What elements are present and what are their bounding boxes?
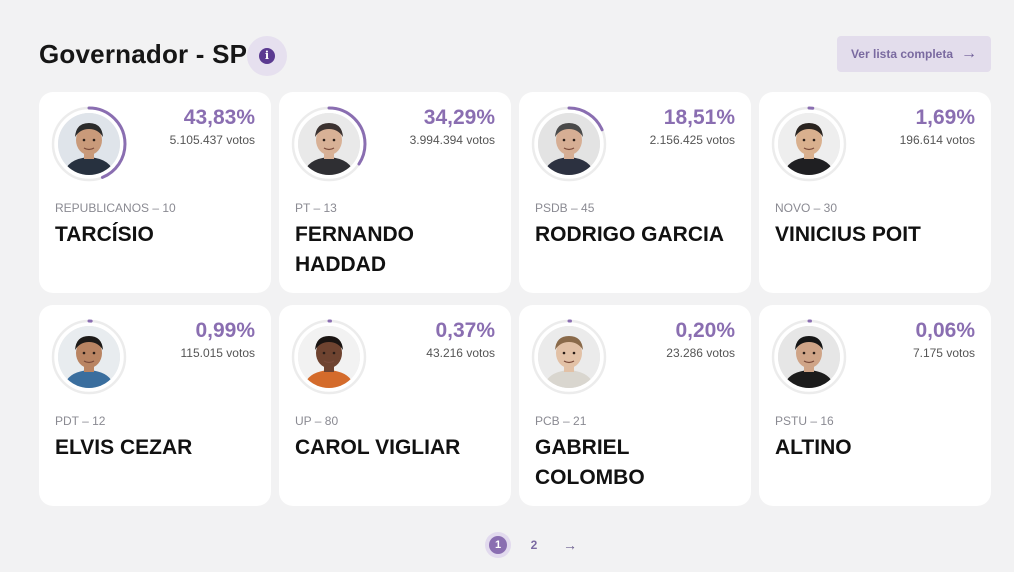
candidate-photo [538, 326, 600, 388]
candidate-card[interactable]: 34,29% 3.994.394 votos PT – 13 FERNANDO HAD… [279, 92, 511, 293]
candidate-avatar [771, 319, 847, 395]
party-label: PT – 13 [295, 201, 337, 215]
page-1-label: 1 [489, 536, 507, 554]
candidate-card[interactable]: 0,06% 7.175 votos PSTU – 16 ALTINO [759, 305, 991, 506]
candidate-card[interactable]: 0,20% 23.286 votos PCB – 21 GABRIEL COLOMBO [519, 305, 751, 506]
vote-count: 43.216 votos [426, 346, 495, 360]
candidate-avatar [771, 106, 847, 182]
vote-share-ring [51, 319, 127, 395]
party-label: UP – 80 [295, 414, 339, 428]
candidate-avatar [51, 319, 127, 395]
party-label: PSDB – 45 [535, 201, 595, 215]
next-page-button[interactable]: → [557, 532, 583, 558]
vote-count: 23.286 votos [666, 346, 735, 360]
vote-count: 5.105.437 votos [169, 133, 255, 147]
vote-count: 115.015 votos [180, 346, 255, 360]
candidate-grid: 43,83% 5.105.437 votos REPUBLICANOS – 10 TA… [39, 92, 991, 506]
vote-share-ring [771, 319, 847, 395]
party-label: PDT – 12 [55, 414, 106, 428]
vote-count: 3.994.394 votos [409, 133, 495, 147]
vote-percentage: 0,06% [915, 319, 975, 342]
party-label: NOVO – 30 [775, 201, 838, 215]
vote-percentage: 0,37% [435, 319, 495, 342]
candidate-avatar [51, 106, 127, 182]
candidate-photo [58, 326, 120, 388]
info-button[interactable]: i [247, 36, 287, 76]
info-icon: i [259, 48, 275, 64]
vote-share-ring [531, 106, 607, 182]
page-1-button[interactable]: 1 [485, 532, 511, 558]
ring-progress [531, 319, 607, 395]
candidate-name: ELVIS CEZAR [55, 436, 193, 459]
ring-progress [291, 319, 367, 395]
candidate-name: RODRIGO GARCIA [535, 223, 724, 246]
candidate-photo [298, 326, 360, 388]
party-label: PCB – 21 [535, 414, 587, 428]
page-title: Governador - SP [39, 39, 248, 69]
candidate-card[interactable]: 0,99% 115.015 votos PDT – 12 ELVIS CEZAR [39, 305, 271, 506]
ring-progress [771, 106, 847, 182]
party-label: REPUBLICANOS – 10 [55, 201, 176, 215]
page-header: Governador - SP i Ver lista completa → [39, 36, 991, 76]
candidate-name: ALTINO [775, 436, 852, 459]
candidate-card[interactable]: 18,51% 2.156.425 votos PSDB – 45 RODRIGO GA… [519, 92, 751, 293]
view-full-list-label: Ver lista completa [850, 47, 954, 61]
vote-share-ring [291, 319, 367, 395]
candidate-name: GABRIEL COLOMBO [535, 436, 645, 489]
vote-percentage: 43,83% [183, 106, 255, 129]
ring-progress [51, 319, 127, 395]
candidate-avatar [531, 319, 607, 395]
vote-count: 2.156.425 votos [649, 133, 735, 147]
vote-percentage: 18,51% [663, 106, 735, 129]
candidate-avatar [531, 106, 607, 182]
candidate-photo [538, 113, 600, 175]
arrow-right-icon: → [961, 45, 978, 62]
ring-progress [531, 106, 607, 182]
candidate-name: VINICIUS POIT [775, 223, 921, 246]
view-full-list-button[interactable]: Ver lista completa → [837, 36, 991, 72]
party-label: PSTU – 16 [775, 414, 834, 428]
arrow-right-icon: → [563, 537, 577, 553]
candidate-name: TARCÍSIO [55, 223, 154, 246]
page-2-button[interactable]: 2 [530, 538, 538, 552]
vote-share-ring [531, 319, 607, 395]
candidate-photo [778, 113, 840, 175]
vote-percentage: 0,20% [675, 319, 735, 342]
candidate-card[interactable]: 1,69% 196.614 votos NOVO – 30 VINICIUS POIT [759, 92, 991, 293]
candidate-photo [778, 326, 840, 388]
ring-progress [291, 106, 367, 182]
candidate-name: CAROL VIGLIAR [295, 436, 461, 459]
candidate-photo [58, 113, 120, 175]
candidate-avatar [291, 319, 367, 395]
candidate-card[interactable]: 0,37% 43.216 votos UP – 80 CAROL VIGLIAR [279, 305, 511, 506]
ring-progress [51, 106, 127, 182]
candidate-photo [298, 113, 360, 175]
vote-count: 196.614 votos [899, 133, 975, 147]
candidate-avatar [291, 106, 367, 182]
vote-percentage: 0,99% [195, 319, 255, 342]
vote-count: 7.175 votos [912, 346, 975, 360]
vote-share-ring [51, 106, 127, 182]
vote-share-ring [291, 106, 367, 182]
candidate-card[interactable]: 43,83% 5.105.437 votos REPUBLICANOS – 10 TA… [39, 92, 271, 293]
vote-share-ring [771, 106, 847, 182]
ring-progress [771, 319, 847, 395]
pagination: 1 2 → [485, 532, 583, 558]
vote-percentage: 1,69% [915, 106, 975, 129]
candidate-name: FERNANDO HADDAD [295, 223, 414, 276]
vote-percentage: 34,29% [423, 106, 495, 129]
